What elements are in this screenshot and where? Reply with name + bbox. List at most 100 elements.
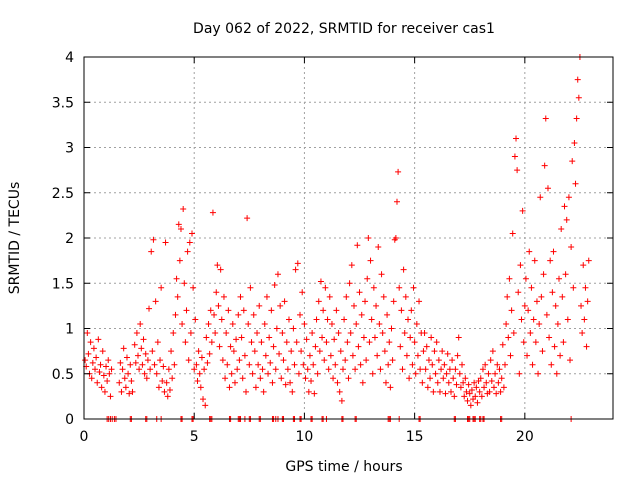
data-point <box>250 311 257 318</box>
data-point <box>525 307 532 314</box>
data-point <box>228 370 235 377</box>
data-point <box>100 372 107 379</box>
data-point <box>146 305 153 312</box>
data-point <box>103 363 110 370</box>
data-point <box>436 388 443 395</box>
data-point <box>246 361 253 368</box>
data-point <box>482 361 489 368</box>
data-point <box>379 330 386 337</box>
data-point <box>463 388 470 395</box>
data-point <box>495 379 502 386</box>
data-point <box>213 289 220 296</box>
data-point <box>311 390 318 397</box>
data-point <box>201 366 208 373</box>
data-point <box>537 194 544 201</box>
y-tick-label: 1.5 <box>52 276 74 292</box>
data-point <box>90 345 97 352</box>
data-point <box>582 284 589 291</box>
data-point <box>488 377 495 384</box>
data-point <box>384 311 391 318</box>
data-point <box>455 334 462 341</box>
data-point <box>490 384 497 391</box>
data-point <box>278 375 285 382</box>
data-point <box>374 352 381 359</box>
x-tick-label: 5 <box>190 429 199 445</box>
data-point <box>208 339 215 346</box>
data-point <box>336 388 343 395</box>
data-point <box>300 361 307 368</box>
data-point <box>292 266 299 273</box>
data-point <box>568 244 575 251</box>
data-point <box>254 330 261 337</box>
grid-lines <box>84 57 613 419</box>
data-point <box>500 384 507 391</box>
data-point <box>413 320 420 327</box>
data-point <box>271 282 278 289</box>
data-point <box>165 366 172 373</box>
data-point <box>173 275 180 282</box>
data-point <box>229 320 236 327</box>
data-point <box>131 341 138 348</box>
data-point <box>154 339 161 346</box>
data-point <box>509 230 516 237</box>
data-point <box>245 320 252 327</box>
data-point <box>526 248 533 255</box>
data-point <box>276 350 283 357</box>
data-point <box>388 325 395 332</box>
data-point <box>308 377 315 384</box>
data-point <box>377 366 384 373</box>
data-point <box>511 153 518 160</box>
data-point <box>227 343 234 350</box>
data-point <box>317 278 324 285</box>
data-point <box>478 393 485 400</box>
chart-title: Day 062 of 2022, SRMTID for receiver cas… <box>193 21 495 37</box>
data-point <box>498 375 505 382</box>
y-axis-label: SRMTID / TECUs <box>7 182 23 295</box>
y-tick-label: 0.5 <box>52 367 74 383</box>
data-point <box>357 361 364 368</box>
data-point <box>212 330 219 337</box>
data-point <box>356 289 363 296</box>
data-point <box>85 350 92 357</box>
data-point <box>557 352 564 359</box>
data-point <box>575 94 582 101</box>
data-point <box>116 379 123 386</box>
data-point <box>338 397 345 404</box>
data-point <box>200 396 207 403</box>
data-point <box>92 366 99 373</box>
data-point <box>230 348 237 355</box>
data-point <box>283 339 290 346</box>
data-point <box>474 399 481 406</box>
data-point <box>191 366 198 373</box>
data-point <box>287 379 294 386</box>
data-point <box>479 366 486 373</box>
data-point <box>306 352 313 359</box>
data-point <box>322 284 329 291</box>
data-point <box>155 384 162 391</box>
data-point <box>402 293 409 300</box>
data-point <box>238 334 245 341</box>
data-point <box>122 384 129 391</box>
data-point <box>438 366 445 373</box>
data-point <box>370 284 377 291</box>
data-point <box>558 225 565 232</box>
data-point <box>452 366 459 373</box>
data-point <box>285 316 292 323</box>
data-point <box>313 316 320 323</box>
data-point <box>396 284 403 291</box>
data-point <box>319 334 326 341</box>
data-point <box>399 366 406 373</box>
data-point <box>133 330 140 337</box>
data-point <box>506 275 513 282</box>
data-point <box>348 262 355 269</box>
data-point <box>139 361 146 368</box>
data-point <box>432 370 439 377</box>
data-point <box>196 370 203 377</box>
data-point <box>226 384 233 391</box>
y-tick-labels: 0 0.5 1 1.5 2 2.5 3 3.5 4 <box>52 50 74 428</box>
data-point <box>309 330 316 337</box>
data-point <box>192 316 199 323</box>
data-point <box>449 357 456 364</box>
y-tick-label: 0 <box>65 412 74 428</box>
data-point <box>159 377 166 384</box>
